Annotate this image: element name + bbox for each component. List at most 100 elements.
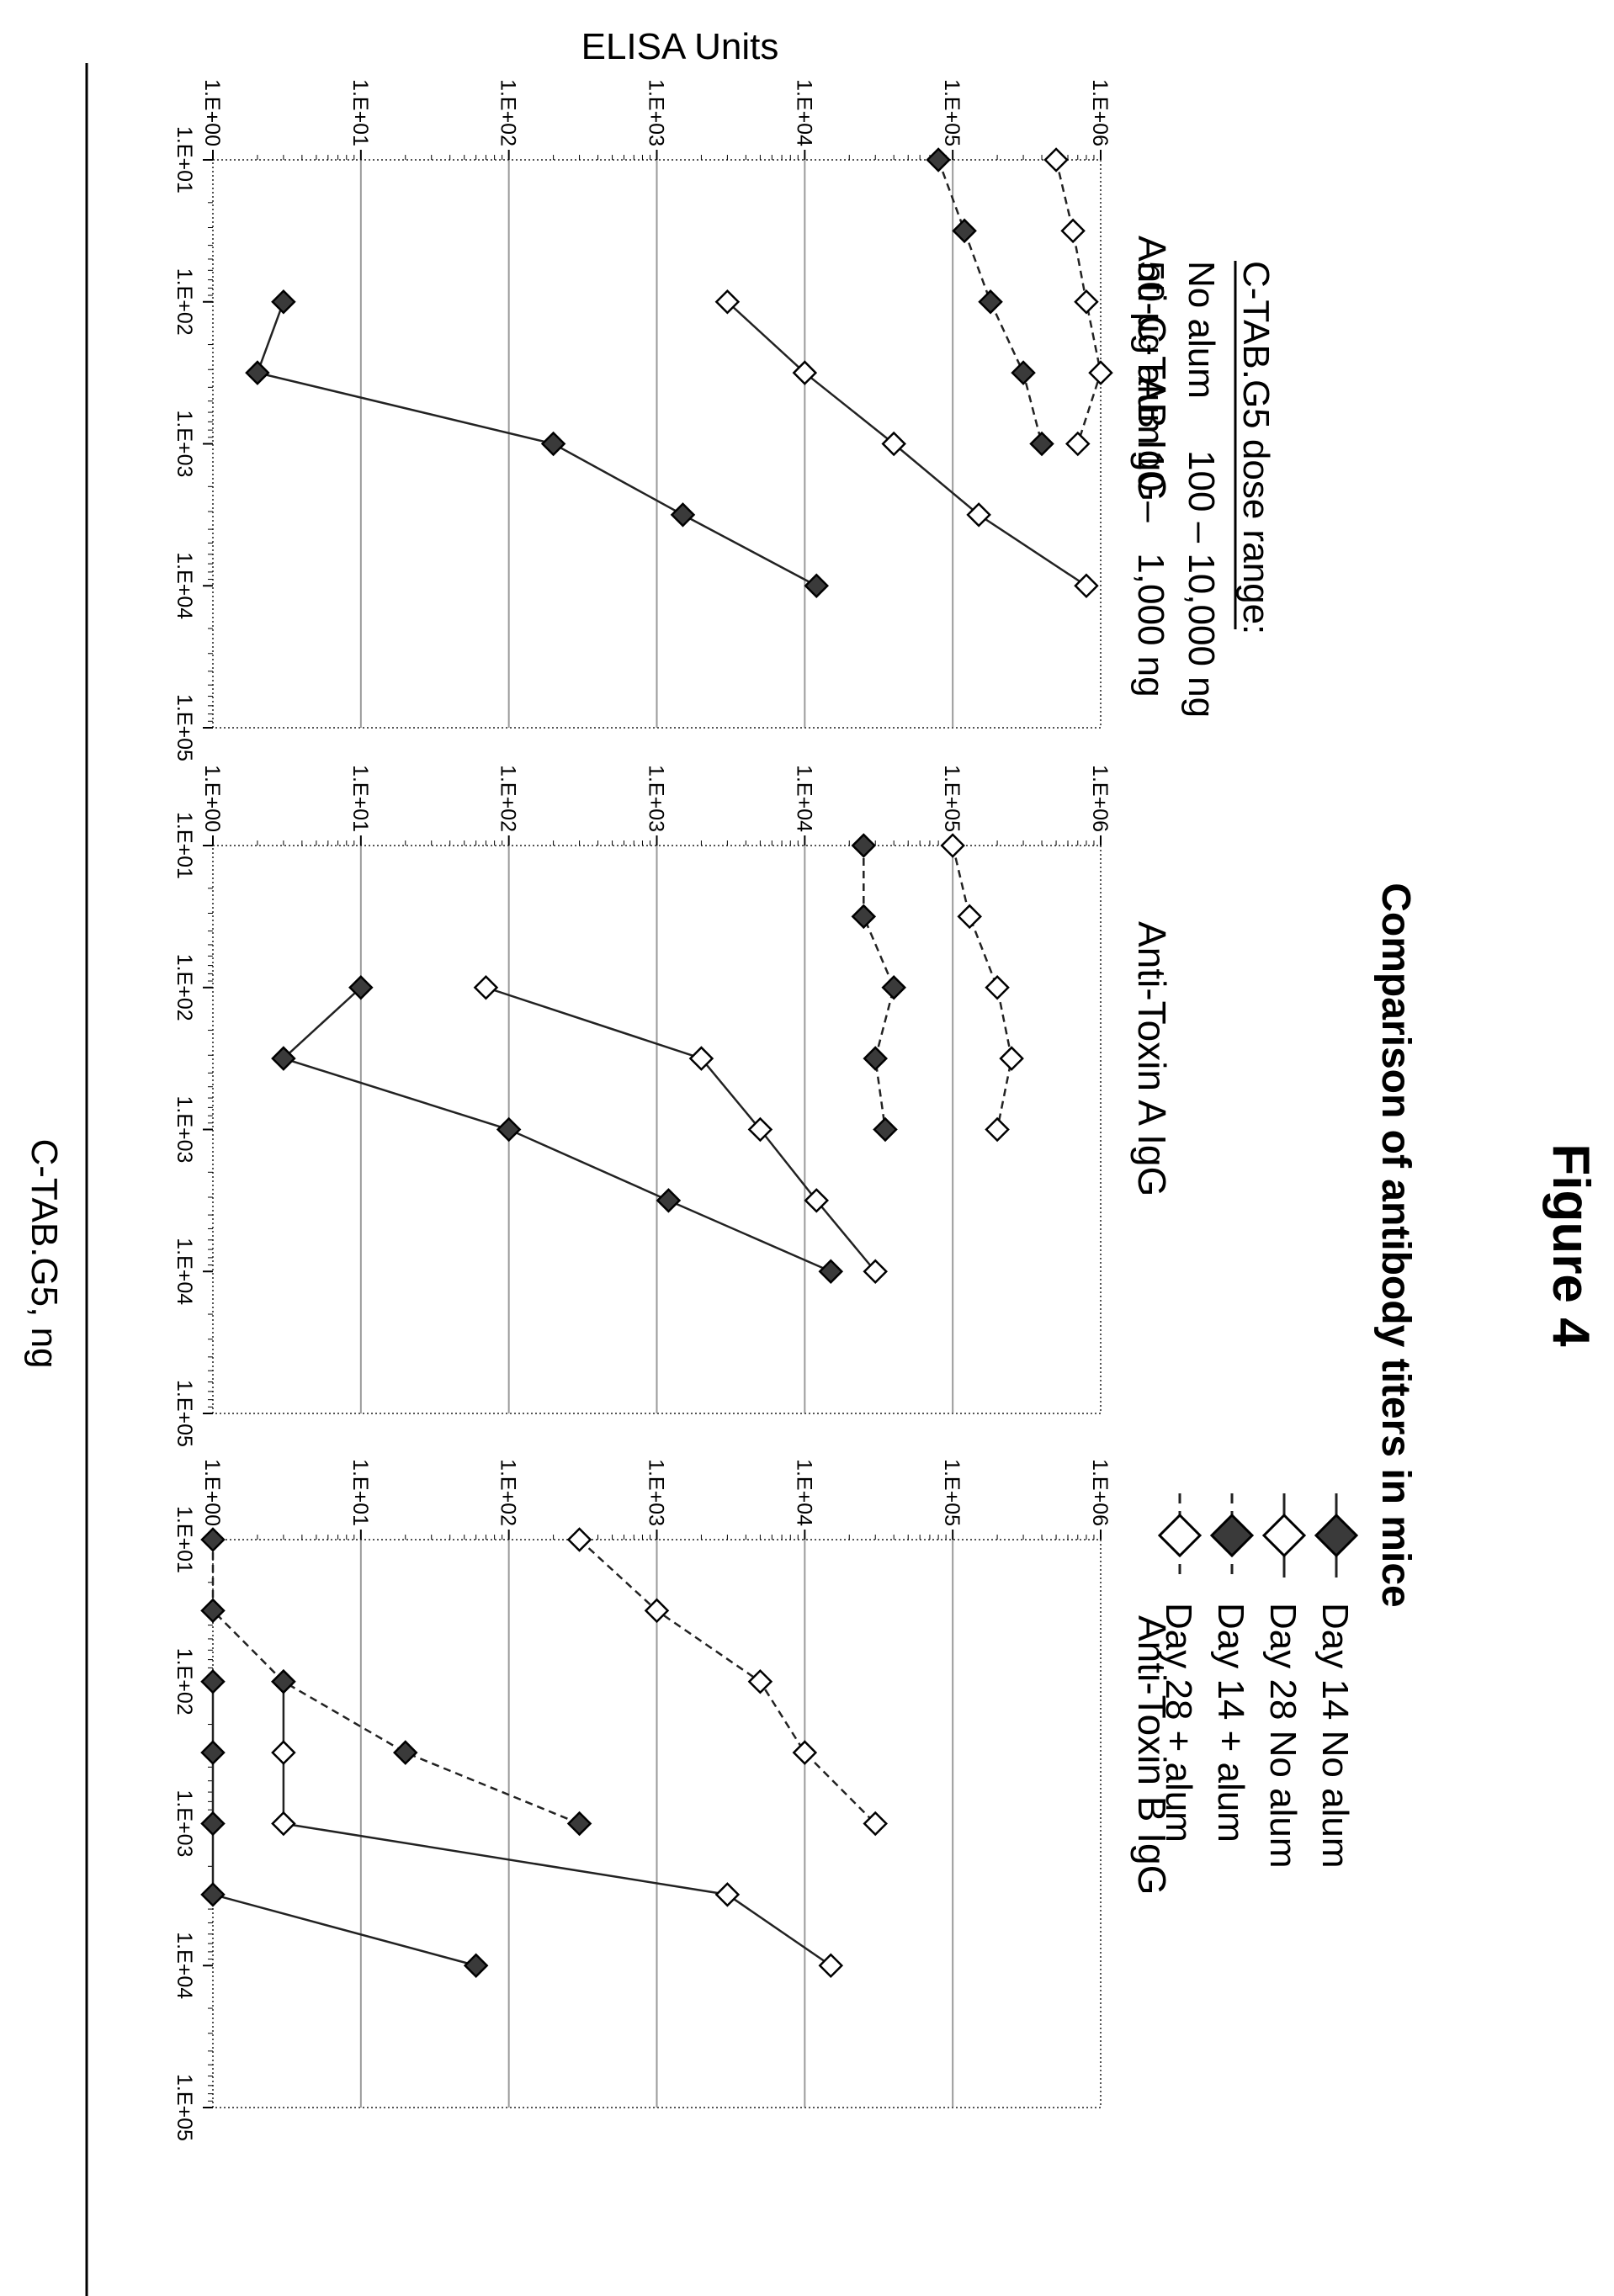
figure-title: Comparison of antibody titers in mice: [1373, 883, 1418, 1607]
x-tick-label: 1.E+01: [173, 812, 196, 879]
panel-title: Anti-C-TAB IgG: [1130, 236, 1174, 501]
data-point: [1074, 573, 1099, 599]
data-point: [348, 974, 374, 1000]
x-tick-label: 1.E+05: [173, 2074, 196, 2141]
data-point: [656, 1188, 682, 1213]
legend-item: Day 28 No alum: [1261, 1493, 1307, 1868]
legend-label: Day 28 No alum: [1262, 1603, 1303, 1868]
data-point: [999, 1046, 1024, 1071]
data-point: [966, 502, 991, 528]
y-tick-label: 1.E+04: [792, 765, 815, 832]
chart-panel-anti-c-tab-igg: 1.E+00 1.E+01 1.E+02 1.E+03 1.E+04 1.E+05 1.E+…: [173, 79, 1174, 761]
data-point: [985, 974, 1010, 1000]
y-tick-label: 1.E+01: [348, 79, 372, 146]
series-day-14-alum: [926, 147, 1054, 457]
data-point: [271, 289, 296, 315]
data-point: [245, 360, 270, 385]
x-tick-label: 1.E+02: [173, 954, 196, 1021]
series-day-14-no-alum: [200, 1668, 489, 1979]
series-line: [211, 1681, 476, 1967]
x-tick-label: 1.E+02: [173, 1648, 196, 1715]
series-day-28-alum: [1043, 147, 1113, 457]
x-tick-label: 1.E+01: [173, 126, 196, 194]
series-day-14-alum: [200, 1527, 592, 1837]
legend-item: Day 28 + alum: [1157, 1493, 1203, 1843]
y-tick-label: 1.E+02: [496, 1459, 520, 1526]
data-point: [644, 1598, 670, 1624]
dose-range-condition: 50 µg alum: [1130, 261, 1171, 445]
series-day-28-alum: [940, 833, 1024, 1143]
data-point: [688, 1046, 714, 1071]
y-tick-label: 1.E+00: [200, 79, 224, 146]
data-point: [804, 1188, 830, 1213]
legend-label: Day 14 No alum: [1314, 1603, 1356, 1868]
data-point: [496, 1116, 522, 1143]
series-day-28-no-alum: [271, 1668, 844, 1979]
y-tick-label: 1.E+05: [940, 765, 964, 832]
data-point: [863, 1046, 888, 1071]
series-day-14-alum: [851, 833, 906, 1143]
panel-title: Anti-Toxin A IgG: [1130, 921, 1174, 1196]
y-tick-label: 1.E+01: [348, 765, 372, 832]
data-point: [747, 1116, 773, 1143]
data-point: [463, 1953, 489, 1979]
series-day-14-no-alum: [245, 289, 830, 599]
series-line: [211, 1540, 581, 1825]
data-point: [540, 431, 566, 457]
series-line: [951, 845, 1013, 1130]
legend: Day 14 No alum Day 28 No alum Day 14 + alu…: [1157, 1493, 1359, 1868]
dose-range-heading: C-TAB.G5 dose range:: [1235, 261, 1277, 634]
y-tick-label: 1.E+00: [200, 1459, 224, 1526]
y-tick-label: 1.E+05: [940, 1459, 964, 1526]
legend-item: Day 14 + alum: [1209, 1493, 1255, 1843]
data-point: [271, 1740, 296, 1765]
dose-range-value: 100 – 10,000 ng: [1181, 450, 1222, 718]
y-tick-label: 1.E+06: [1088, 765, 1112, 832]
series-line: [863, 846, 895, 1130]
data-point: [940, 833, 965, 858]
y-tick-label: 1.E+04: [792, 1459, 815, 1526]
x-tick-label: 1.E+05: [173, 694, 196, 761]
filled-diamond-icon: [1314, 1513, 1359, 1558]
data-point: [863, 1811, 888, 1837]
series-line: [578, 1539, 877, 1825]
data-point: [985, 1116, 1010, 1143]
series-line: [486, 986, 877, 1273]
data-point: [1064, 431, 1091, 457]
data-point: [881, 974, 906, 1000]
data-point: [200, 1811, 226, 1837]
chart-panel-anti-toxin-a-igg: 1.E+00 1.E+01 1.E+02 1.E+03 1.E+04 1.E+05 1.E+…: [173, 765, 1174, 1447]
x-tick-label: 1.E+02: [173, 268, 196, 336]
data-point: [1011, 360, 1036, 385]
data-point: [1043, 147, 1069, 172]
y-tick-label: 1.E+03: [645, 79, 668, 146]
data-point: [566, 1811, 592, 1837]
filled-diamond-icon: [1209, 1513, 1255, 1558]
data-point: [200, 1740, 226, 1765]
data-point: [957, 904, 982, 930]
data-point: [851, 904, 877, 930]
panel-title: Anti-Toxin B IgG: [1130, 1615, 1174, 1895]
data-point: [851, 833, 877, 858]
chart-panel-anti-toxin-b-igg: 1.E+00 1.E+01 1.E+02 1.E+03 1.E+04 1.E+05 1.E+…: [173, 1459, 1174, 2141]
figure-label: Figure 4: [1542, 1143, 1600, 1347]
data-point: [818, 1259, 844, 1285]
data-point: [566, 1527, 592, 1552]
y-tick-label: 1.E+04: [792, 79, 815, 146]
data-point: [670, 502, 696, 528]
x-tick-label: 1.E+05: [173, 1380, 196, 1447]
y-tick-label: 1.E+02: [496, 79, 520, 146]
chart-panels: 1.E+00 1.E+01 1.E+02 1.E+03 1.E+04 1.E+05 1.E+…: [173, 79, 1174, 2141]
legend-label: Day 14 + alum: [1210, 1603, 1251, 1843]
data-point: [1029, 431, 1054, 457]
data-point: [714, 1882, 741, 1907]
data-point: [747, 1668, 773, 1694]
y-tick-label: 1.E+02: [496, 765, 520, 832]
data-point: [271, 1668, 296, 1694]
data-point: [978, 289, 1003, 315]
data-point: [714, 289, 741, 315]
x-tick-label: 1.E+03: [173, 1096, 196, 1164]
data-point: [200, 1598, 226, 1624]
